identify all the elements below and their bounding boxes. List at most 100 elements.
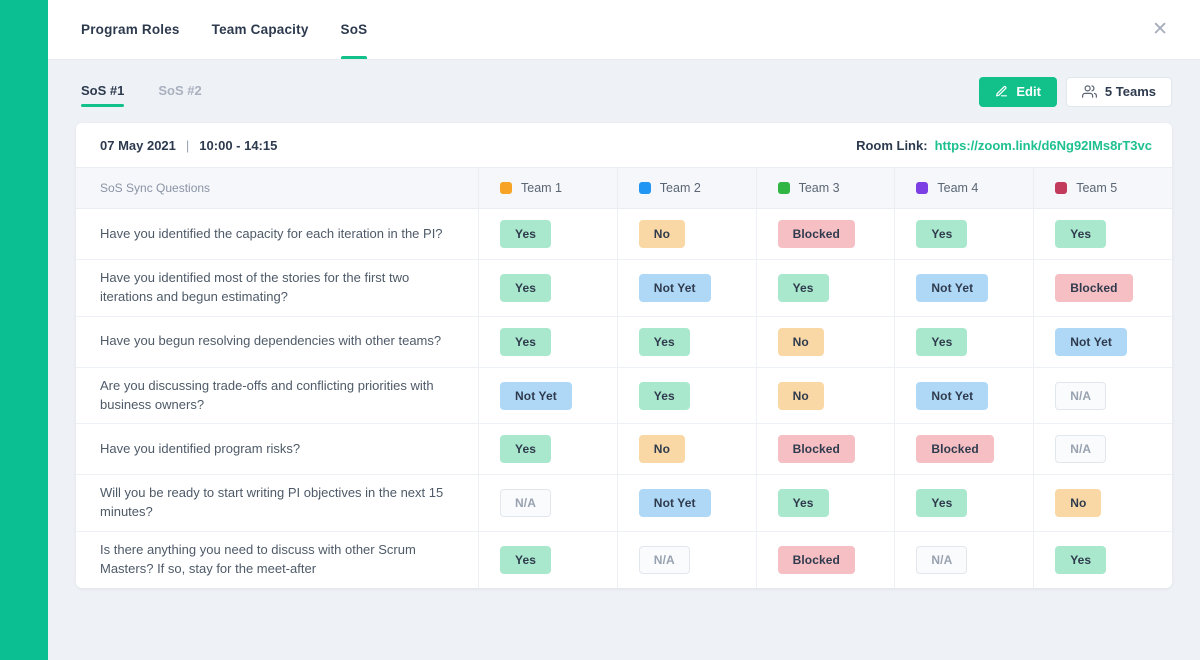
answer-cell: Blocked (755, 209, 895, 259)
question-row: Are you discussing trade-offs and confli… (76, 367, 1172, 425)
status-badge-no: No (777, 327, 824, 356)
status-badge-yes: Yes (500, 545, 551, 574)
status-badge-yes: Yes (916, 327, 968, 356)
answer-cell: No (1033, 475, 1172, 532)
subtab-sos-1[interactable]: SoS #1 (81, 77, 125, 107)
question-text: Is there anything you need to discuss wi… (100, 542, 416, 576)
column-header-team-2: Team 2 (616, 168, 756, 208)
answer-cell: Yes (478, 424, 617, 475)
team-5-color-swatch-icon (1055, 182, 1068, 194)
status-badge-no: No (638, 435, 685, 464)
meeting-time: 10:00 - 14:15 (199, 138, 278, 153)
status-badge-yes: Yes (916, 220, 968, 248)
status-badge-n-a: N/A (500, 489, 551, 518)
answer-cell: Yes (478, 532, 617, 588)
room-link[interactable]: https://zoom.link/d6Ng92IMs8rT3vc (934, 138, 1152, 153)
status-badge-yes: Yes (777, 489, 829, 518)
status-badge-not-yet: Not Yet (638, 489, 711, 518)
team-name-label: Team 5 (1076, 181, 1118, 195)
status-badge-blocked: Blocked (777, 220, 855, 248)
meeting-header: 07 May 2021 | 10:00 - 14:15 Room Link: h… (76, 123, 1172, 167)
question-text: Are you discussing trade-offs and confli… (100, 377, 434, 412)
team-name-label: Team 1 (521, 181, 562, 195)
status-badge-blocked: Blocked (777, 435, 855, 464)
team-4-color-swatch-icon (916, 182, 929, 194)
answer-cell: Yes (478, 316, 617, 367)
pencil-icon (995, 85, 1008, 98)
team-name-label: Team 2 (659, 181, 701, 195)
status-badge-not-yet: Not Yet (916, 273, 989, 302)
answer-cell: Not Yet (894, 260, 1033, 316)
top-tabs: Program Roles Team Capacity SoS (81, 0, 368, 59)
team-name-label: Team 4 (937, 181, 979, 195)
question-text: Will you be ready to start writing PI ob… (100, 485, 444, 520)
answer-cell: No (755, 367, 895, 424)
question-row: Have you identified program risks? Yes No B… (76, 424, 1172, 476)
answer-cell: Yes (894, 475, 1033, 532)
left-accent-sidebar (0, 0, 48, 660)
answer-cell: Blocked (755, 532, 895, 588)
teams-count-button[interactable]: 5 Teams (1065, 76, 1172, 107)
status-badge-yes: Yes (777, 273, 829, 302)
status-badge-no: No (638, 220, 685, 248)
column-header-team-4: Team 4 (894, 168, 1033, 208)
team-name-label: Team 3 (798, 181, 840, 195)
edit-button-label: Edit (1016, 84, 1041, 99)
answer-cell: N/A (1033, 424, 1172, 475)
answer-cell: Not Yet (1033, 316, 1172, 367)
subtab-sos-2[interactable]: SoS #2 (158, 82, 202, 98)
status-badge-n-a: N/A (638, 545, 690, 574)
toolbar-actions: Edit 5 Teams (979, 76, 1172, 107)
answer-cell: N/A (894, 532, 1033, 588)
status-badge-blocked: Blocked (1055, 273, 1133, 302)
tab-sos[interactable]: SoS (340, 0, 368, 59)
question-text: Have you begun resolving dependencies wi… (100, 333, 442, 349)
answer-cell: Not Yet (894, 367, 1033, 424)
status-badge-yes: Yes (500, 220, 551, 248)
answer-cell: Blocked (1033, 260, 1172, 316)
status-badge-not-yet: Not Yet (916, 381, 989, 410)
status-badge-yes: Yes (638, 381, 690, 410)
main-panel: Program Roles Team Capacity SoS ✕ SoS #1 So… (48, 0, 1200, 660)
answer-cell: Not Yet (478, 367, 617, 424)
status-badge-not-yet: Not Yet (638, 273, 711, 302)
status-badge-yes: Yes (1055, 220, 1107, 248)
answer-cell: Blocked (755, 424, 895, 475)
sos-toolbar: SoS #1 SoS #2 Edit (48, 60, 1200, 123)
answer-cell: Yes (755, 475, 895, 532)
questions-column-header: SoS Sync Questions (100, 181, 211, 195)
tab-team-capacity[interactable]: Team Capacity (211, 22, 309, 37)
status-badge-not-yet: Not Yet (1055, 327, 1128, 356)
status-badge-n-a: N/A (1055, 381, 1107, 410)
question-row: Will you be ready to start writing PI ob… (76, 475, 1172, 533)
status-badge-n-a: N/A (916, 545, 968, 574)
answer-cell: No (755, 316, 895, 367)
close-icon[interactable]: ✕ (1152, 19, 1168, 40)
status-badge-yes: Yes (500, 435, 551, 464)
answer-cell: Not Yet (616, 475, 756, 532)
status-badge-blocked: Blocked (777, 545, 855, 574)
meeting-date: 07 May 2021 (100, 138, 176, 153)
answer-cell: No (616, 209, 756, 259)
answer-cell: Yes (616, 367, 756, 424)
answer-cell: Yes (894, 316, 1033, 367)
tab-program-roles[interactable]: Program Roles (81, 22, 180, 37)
status-badge-yes: Yes (1055, 545, 1107, 574)
answer-cell: N/A (616, 532, 756, 588)
answer-cell: No (616, 424, 756, 475)
room-link-label: Room Link: (856, 138, 928, 153)
status-badge-yes: Yes (500, 327, 551, 356)
edit-button[interactable]: Edit (979, 76, 1057, 107)
question-text: Have you identified the capacity for eac… (100, 225, 443, 241)
sos-meeting-card: 07 May 2021 | 10:00 - 14:15 Room Link: h… (76, 123, 1172, 588)
room-link-group: Room Link: https://zoom.link/d6Ng92IMs8r… (856, 138, 1152, 153)
team-2-color-swatch-icon (638, 182, 651, 194)
answer-cell: Not Yet (616, 260, 756, 316)
column-header-team-3: Team 3 (755, 168, 895, 208)
people-icon (1081, 84, 1097, 99)
question-row: Have you identified the capacity for eac… (76, 209, 1172, 260)
column-header-team-1: Team 1 (478, 168, 617, 208)
sos-subtabs: SoS #1 SoS #2 (81, 77, 202, 107)
status-badge-no: No (777, 381, 824, 410)
answer-cell: Yes (478, 260, 617, 316)
